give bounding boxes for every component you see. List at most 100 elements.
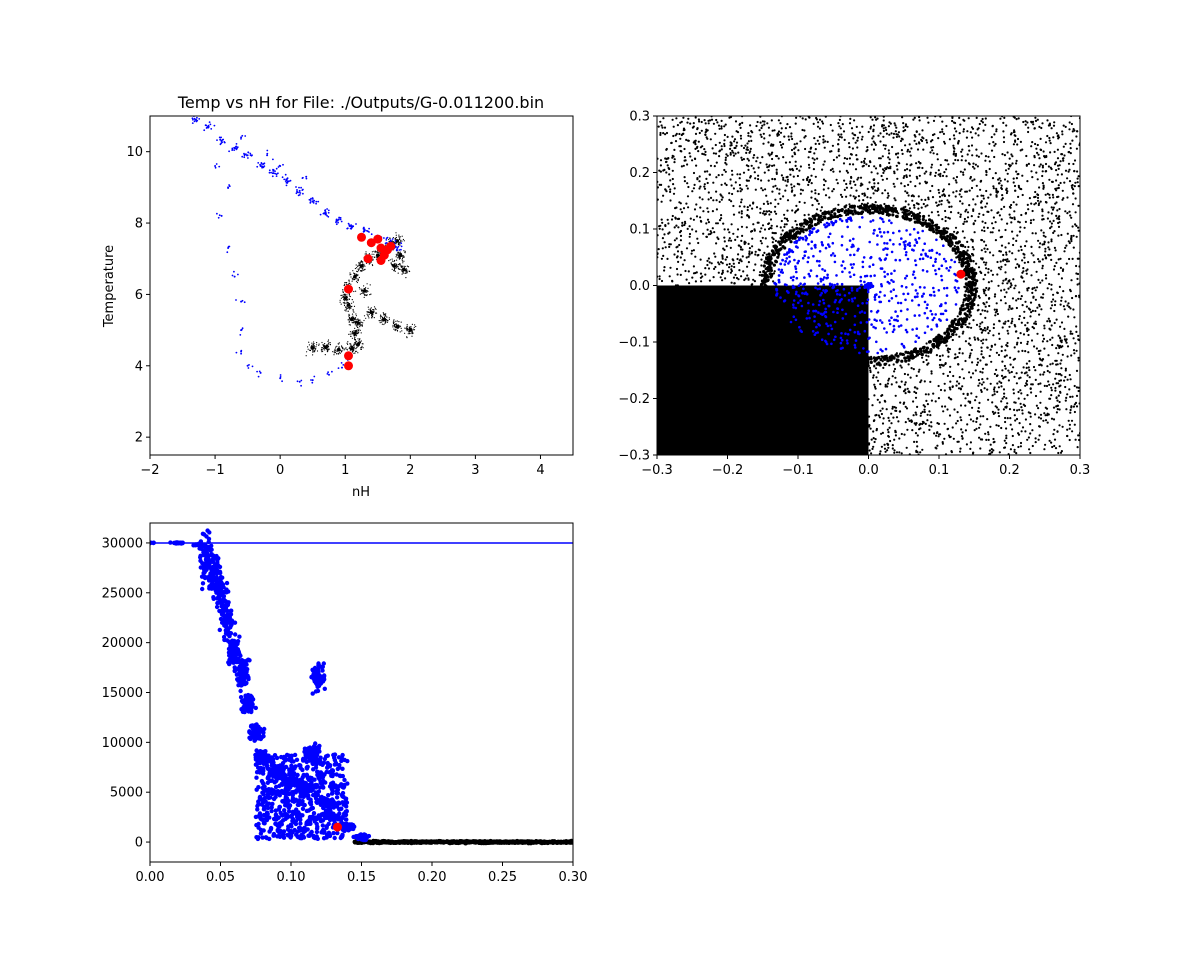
- black-point: [395, 256, 397, 258]
- gas-point: [812, 168, 816, 171]
- gas-point: [1042, 419, 1045, 422]
- gas-point: [975, 148, 978, 151]
- black-point: [360, 340, 362, 342]
- gas-point: [949, 397, 952, 401]
- gas-point: [692, 187, 696, 190]
- x-tick-label: 0: [276, 463, 284, 478]
- black-point: [373, 250, 375, 252]
- gas-point: [1002, 388, 1006, 391]
- black-point: [370, 307, 372, 309]
- black-point: [411, 335, 413, 337]
- gas-point: [1065, 408, 1068, 411]
- gas-point: [735, 144, 738, 147]
- gas-point: [1038, 425, 1041, 428]
- gas-point: [715, 118, 718, 122]
- gas-point: [1055, 405, 1058, 408]
- gas-point: [1053, 121, 1056, 124]
- blue-point: [335, 221, 337, 224]
- gas-point: [903, 389, 906, 392]
- gas-point: [712, 152, 716, 155]
- gas-point: [705, 177, 708, 180]
- gas-point: [1013, 323, 1016, 327]
- gas-point: [688, 225, 691, 228]
- black-point: [338, 346, 340, 348]
- gas-point: [943, 171, 946, 174]
- gas-point: [694, 139, 697, 142]
- black-point: [353, 348, 355, 350]
- black-point: [341, 350, 343, 352]
- gas-point: [908, 174, 912, 177]
- gas-point: [984, 305, 987, 308]
- black-point: [360, 261, 362, 263]
- black-point: [366, 311, 368, 313]
- gas-point: [995, 195, 998, 198]
- gas-point: [962, 118, 965, 121]
- gas-point: [984, 316, 987, 319]
- blue-point: [228, 185, 231, 188]
- gas-point: [1057, 225, 1061, 228]
- black-point: [392, 320, 395, 322]
- gas-point: [747, 255, 750, 258]
- gas-point: [660, 279, 664, 283]
- black-point: [320, 349, 323, 351]
- blue-point: [313, 199, 316, 202]
- gas-point: [921, 422, 924, 426]
- gas-point: [728, 192, 731, 195]
- gas-point: [1036, 193, 1039, 196]
- gas-point: [1053, 438, 1057, 441]
- gas-point: [1053, 428, 1056, 431]
- black-point: [394, 241, 396, 243]
- black-point: [352, 317, 354, 319]
- gas-point: [997, 386, 1001, 389]
- black-point: [392, 264, 396, 268]
- gas-point: [807, 183, 810, 186]
- gas-point: [1063, 335, 1066, 338]
- gas-point: [669, 179, 672, 182]
- gas-point: [993, 390, 996, 393]
- gas-point: [886, 428, 890, 431]
- gas-point: [748, 151, 751, 154]
- gas-point: [992, 326, 995, 330]
- gas-point: [723, 240, 726, 243]
- blue-point: [283, 178, 286, 181]
- gas-point: [951, 338, 954, 342]
- gas-point: [671, 118, 674, 121]
- gas-point: [1026, 121, 1029, 124]
- gas-point: [954, 152, 958, 156]
- gas-point: [674, 284, 678, 287]
- gas-point: [808, 150, 811, 153]
- gas-point: [1041, 210, 1044, 213]
- gas-point: [1037, 438, 1040, 441]
- gas-point: [740, 275, 743, 278]
- gas-point: [1036, 306, 1039, 309]
- gas-point: [990, 360, 993, 363]
- gas-point: [977, 266, 981, 269]
- gas-point: [910, 419, 913, 422]
- gas-point: [1000, 426, 1003, 430]
- gas-point: [666, 218, 669, 221]
- gas-point: [968, 204, 971, 207]
- gas-point: [697, 241, 700, 245]
- gas-point: [884, 189, 887, 192]
- gas-point: [707, 119, 710, 122]
- gas-point: [952, 153, 955, 156]
- gas-point: [959, 450, 962, 453]
- gas-point: [852, 137, 855, 140]
- gas-point: [971, 246, 974, 249]
- gas-point: [962, 173, 965, 176]
- gas-point: [704, 150, 707, 153]
- blue-point: [367, 230, 369, 233]
- gas-point: [660, 257, 664, 260]
- gas-point: [968, 354, 972, 357]
- gas-point: [704, 131, 707, 134]
- gas-point: [953, 245, 957, 248]
- gas-point: [1008, 408, 1012, 411]
- gas-point: [966, 153, 969, 156]
- black-point: [346, 298, 348, 301]
- gas-point: [906, 148, 910, 151]
- black-point: [359, 340, 361, 343]
- gas-point: [1013, 184, 1017, 188]
- gas-point: [1005, 291, 1008, 294]
- gas-point: [1055, 363, 1058, 366]
- gas-point: [880, 174, 883, 178]
